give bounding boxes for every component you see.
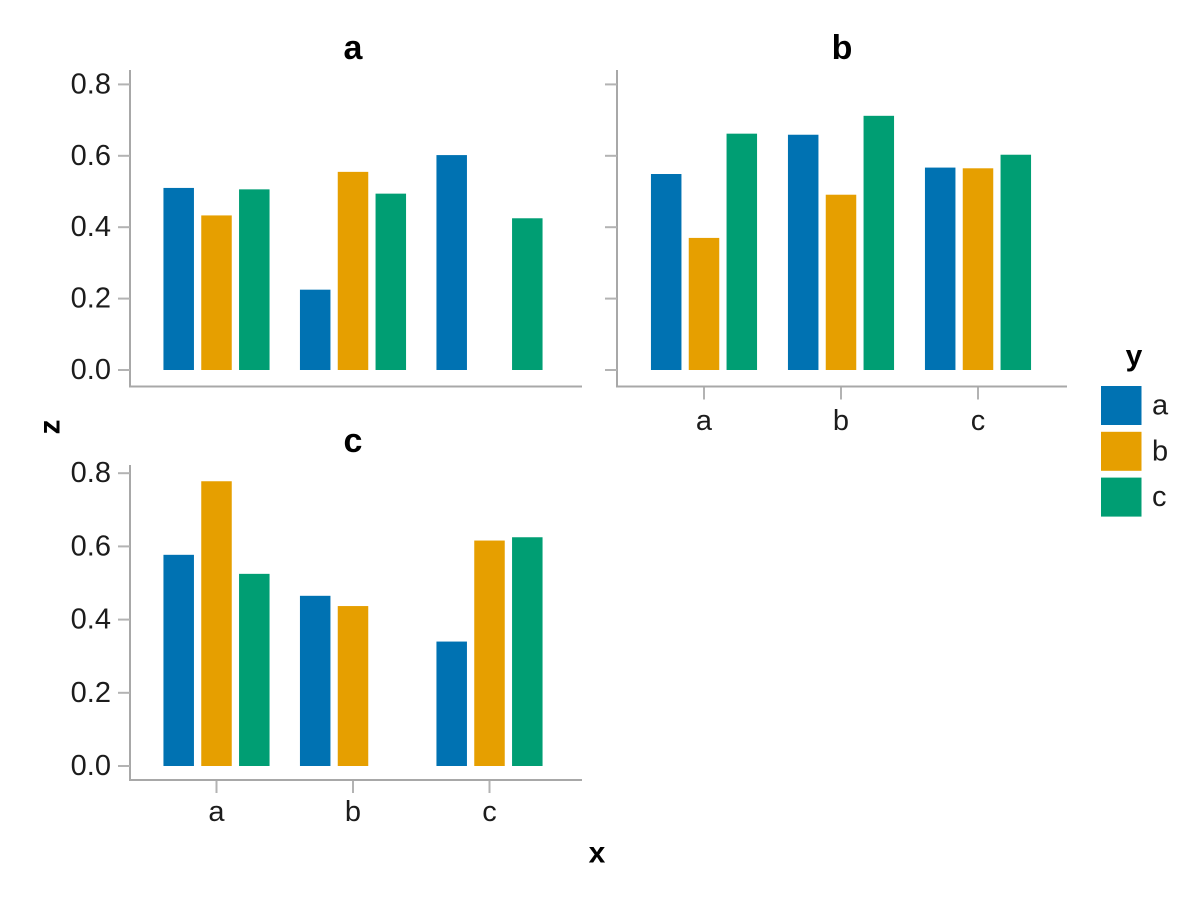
y-tick-label: 0.2 bbox=[71, 677, 111, 709]
y-tick-label: 0.4 bbox=[71, 211, 111, 243]
y-tick-label: 0.4 bbox=[71, 604, 111, 636]
bar-xb-ya bbox=[787, 134, 819, 370]
bar-xa-yb bbox=[688, 237, 720, 370]
y-tick-label: 0.8 bbox=[71, 68, 111, 100]
x-tick-label: c bbox=[971, 405, 986, 437]
bar-xc-yc bbox=[512, 537, 543, 766]
x-axis-label: x bbox=[589, 837, 606, 870]
bar-xa-yb bbox=[201, 481, 232, 766]
legend-label-a: a bbox=[1152, 390, 1169, 422]
bar-xc-ya bbox=[436, 641, 467, 766]
y-tick-label: 0.6 bbox=[71, 140, 111, 172]
facet-panel-b: b a b c bbox=[605, 29, 1067, 437]
bar-xc-ya bbox=[436, 155, 467, 370]
y-tick-label: 0.6 bbox=[71, 530, 111, 562]
bar-xb-yc bbox=[863, 115, 895, 370]
x-tick-label: b bbox=[345, 796, 361, 828]
y-tick-label: 0.0 bbox=[71, 750, 111, 782]
facet-title: b bbox=[832, 29, 853, 67]
y-tick-label: 0.2 bbox=[71, 283, 111, 315]
x-tick-label: a bbox=[696, 405, 713, 437]
y-axis-label: z bbox=[34, 420, 67, 435]
facet-title: c bbox=[344, 422, 363, 460]
legend-label-b: b bbox=[1152, 435, 1168, 467]
bar-xa-yb bbox=[201, 215, 232, 370]
bar-xb-yc bbox=[375, 193, 407, 370]
bar-xa-ya bbox=[650, 174, 682, 370]
legend-label-c: c bbox=[1152, 481, 1167, 513]
facet-panel-c: c 0.0 0.2 0.4 0.6 0.8 a b c bbox=[71, 422, 582, 828]
legend-title: y bbox=[1126, 340, 1143, 373]
bar-xa-yc bbox=[239, 573, 270, 766]
bar-xc-yb bbox=[962, 168, 994, 370]
bar-xa-ya bbox=[163, 187, 194, 370]
bar-xc-ya bbox=[924, 167, 956, 370]
y-tick-label: 0.0 bbox=[71, 354, 111, 386]
bar-xb-yb bbox=[337, 171, 369, 370]
bar-xc-yc bbox=[512, 218, 543, 370]
facet-title: a bbox=[344, 29, 364, 67]
x-tick-label: b bbox=[833, 405, 849, 437]
x-tick-label: c bbox=[482, 796, 497, 828]
bar-xb-yb bbox=[337, 606, 369, 766]
bar-xb-ya bbox=[299, 595, 331, 766]
bar-xb-yb bbox=[825, 194, 857, 370]
y-tick-label: 0.8 bbox=[71, 457, 111, 489]
legend-swatch-b bbox=[1101, 431, 1142, 471]
bar-xb-ya bbox=[299, 289, 331, 370]
bar-xa-yc bbox=[726, 133, 758, 370]
bar-xa-ya bbox=[163, 554, 194, 766]
legend-swatch-a bbox=[1101, 386, 1142, 425]
bar-xc-yb bbox=[474, 540, 505, 766]
bar-xa-yc bbox=[239, 189, 270, 370]
x-tick-label: a bbox=[208, 796, 225, 828]
bar-xc-yc bbox=[1000, 154, 1032, 370]
facet-panel-a: a 0.0 0.2 0.4 0.6 0.8 bbox=[71, 29, 582, 388]
legend-swatch-c bbox=[1101, 477, 1142, 517]
